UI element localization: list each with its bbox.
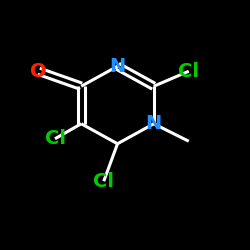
Text: N: N [110, 57, 126, 76]
Text: Cl: Cl [178, 62, 199, 81]
Text: N: N [146, 114, 162, 133]
Text: Cl: Cl [44, 129, 66, 148]
Text: Cl: Cl [93, 172, 114, 191]
Text: O: O [30, 62, 47, 81]
